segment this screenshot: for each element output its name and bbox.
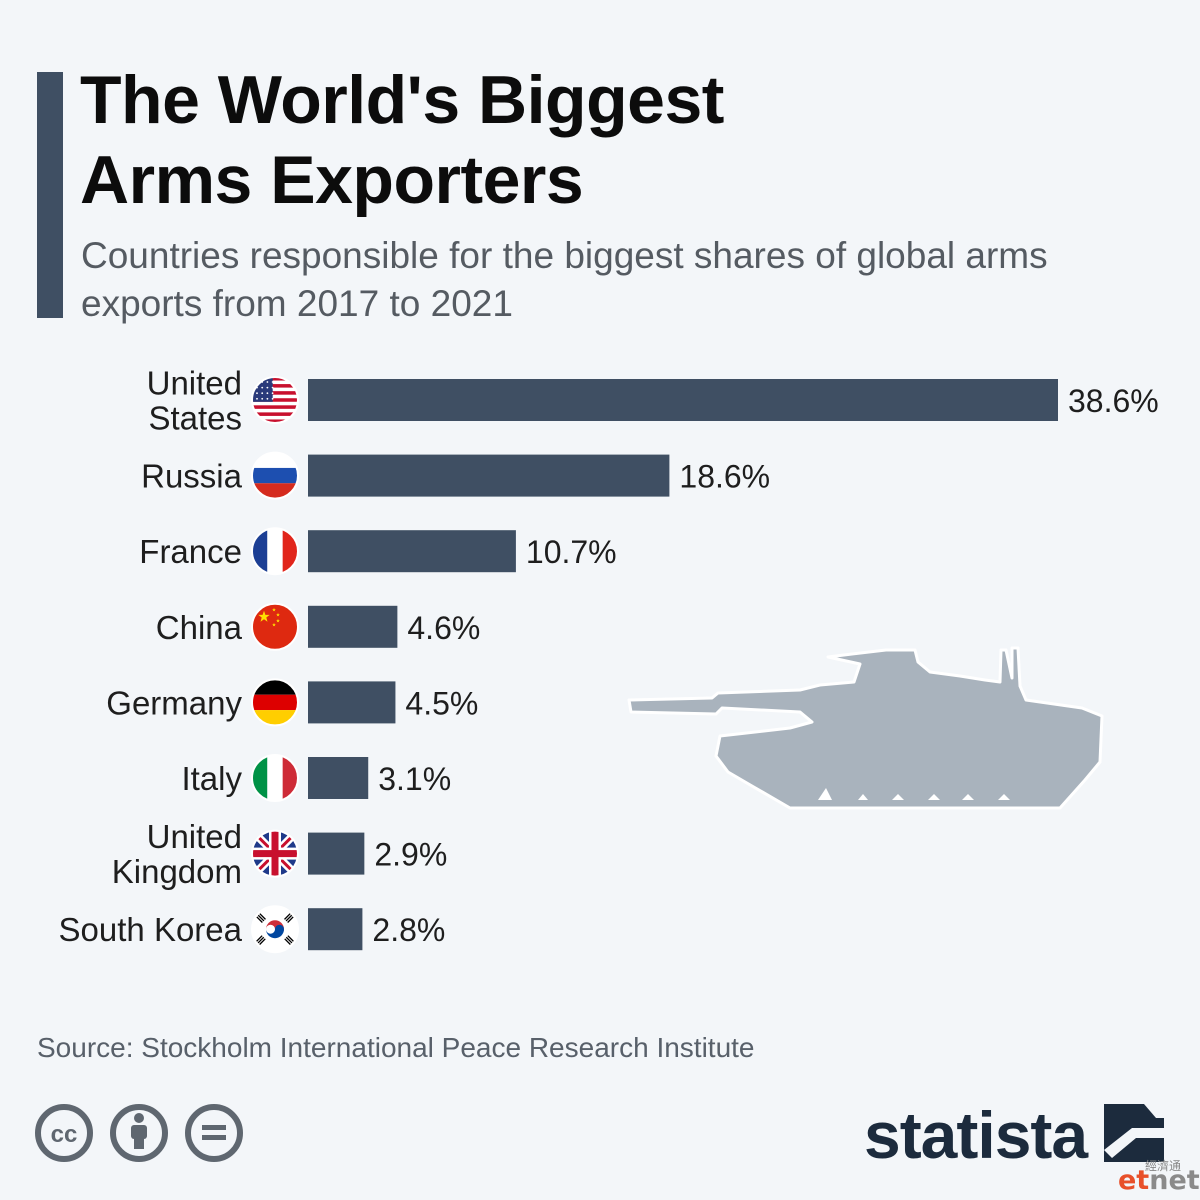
cc-icon[interactable]: cc (35, 1104, 93, 1162)
etnet-et: et (1118, 1165, 1150, 1196)
italy-flag-icon (251, 754, 299, 802)
category-label: Italy (181, 760, 242, 797)
etnet-net: net (1149, 1165, 1200, 1196)
category-label: Kingdom (112, 853, 242, 890)
bar-chart: 38.6%UnitedStates18.6%Russia10.7%France4… (59, 365, 1159, 954)
svg-text:cc: cc (51, 1121, 78, 1148)
russia-flag-icon (251, 451, 299, 500)
category-label: United (147, 818, 242, 855)
south-korea-flag-icon (251, 905, 299, 954)
statista-wordmark: statista (864, 1098, 1088, 1172)
category-label: China (156, 609, 243, 646)
license-icons: cc (35, 1104, 243, 1162)
value-label: 38.6% (1068, 383, 1159, 419)
category-label: Germany (106, 684, 242, 721)
bar (308, 832, 365, 875)
china-flag-icon (251, 602, 299, 651)
title-accent-bar (37, 72, 63, 318)
no-derivatives-icon[interactable] (185, 1104, 243, 1162)
category-label: South Korea (59, 911, 243, 948)
category-label: France (139, 533, 242, 570)
subtitle-line-2: exports from 2017 to 2021 (81, 283, 513, 324)
germany-flag-icon (251, 678, 299, 727)
bar (308, 530, 516, 573)
value-label: 2.9% (374, 837, 447, 873)
page-subtitle: Countries responsible for the biggest sh… (81, 232, 1181, 328)
bar (308, 908, 363, 951)
source-note: Source: Stockholm International Peace Re… (37, 1032, 755, 1063)
france-flag-icon (251, 527, 299, 576)
title-line-1: The World's Biggest (80, 62, 724, 138)
bar (308, 379, 1058, 421)
tank-silhouette (627, 646, 1104, 810)
uk-flag-icon (251, 829, 299, 878)
value-label: 18.6% (679, 459, 770, 495)
category-label: Russia (141, 458, 243, 495)
title-line-2: Arms Exporters (80, 142, 584, 218)
tank-wheels (818, 788, 1010, 800)
attribution-icon[interactable] (110, 1104, 168, 1162)
value-label: 4.5% (405, 685, 478, 721)
etnet-watermark-cn: 經濟通 (1145, 1159, 1182, 1173)
value-label: 10.7% (526, 534, 617, 570)
value-label: 2.8% (372, 912, 445, 948)
bar (308, 757, 369, 799)
value-label: 4.6% (407, 610, 480, 646)
category-label: United (147, 365, 242, 402)
value-label: 3.1% (378, 761, 451, 797)
bar (308, 681, 396, 724)
page-title: The World's Biggest Arms Exporters (80, 60, 1080, 220)
statista-logo-icon (1104, 1104, 1164, 1162)
etnet-watermark: etnet (1118, 1166, 1200, 1196)
bar (308, 605, 398, 648)
bar (308, 454, 670, 497)
us-flag-icon (251, 376, 299, 424)
category-label: States (148, 400, 242, 437)
subtitle-line-1: Countries responsible for the biggest sh… (81, 235, 1048, 276)
